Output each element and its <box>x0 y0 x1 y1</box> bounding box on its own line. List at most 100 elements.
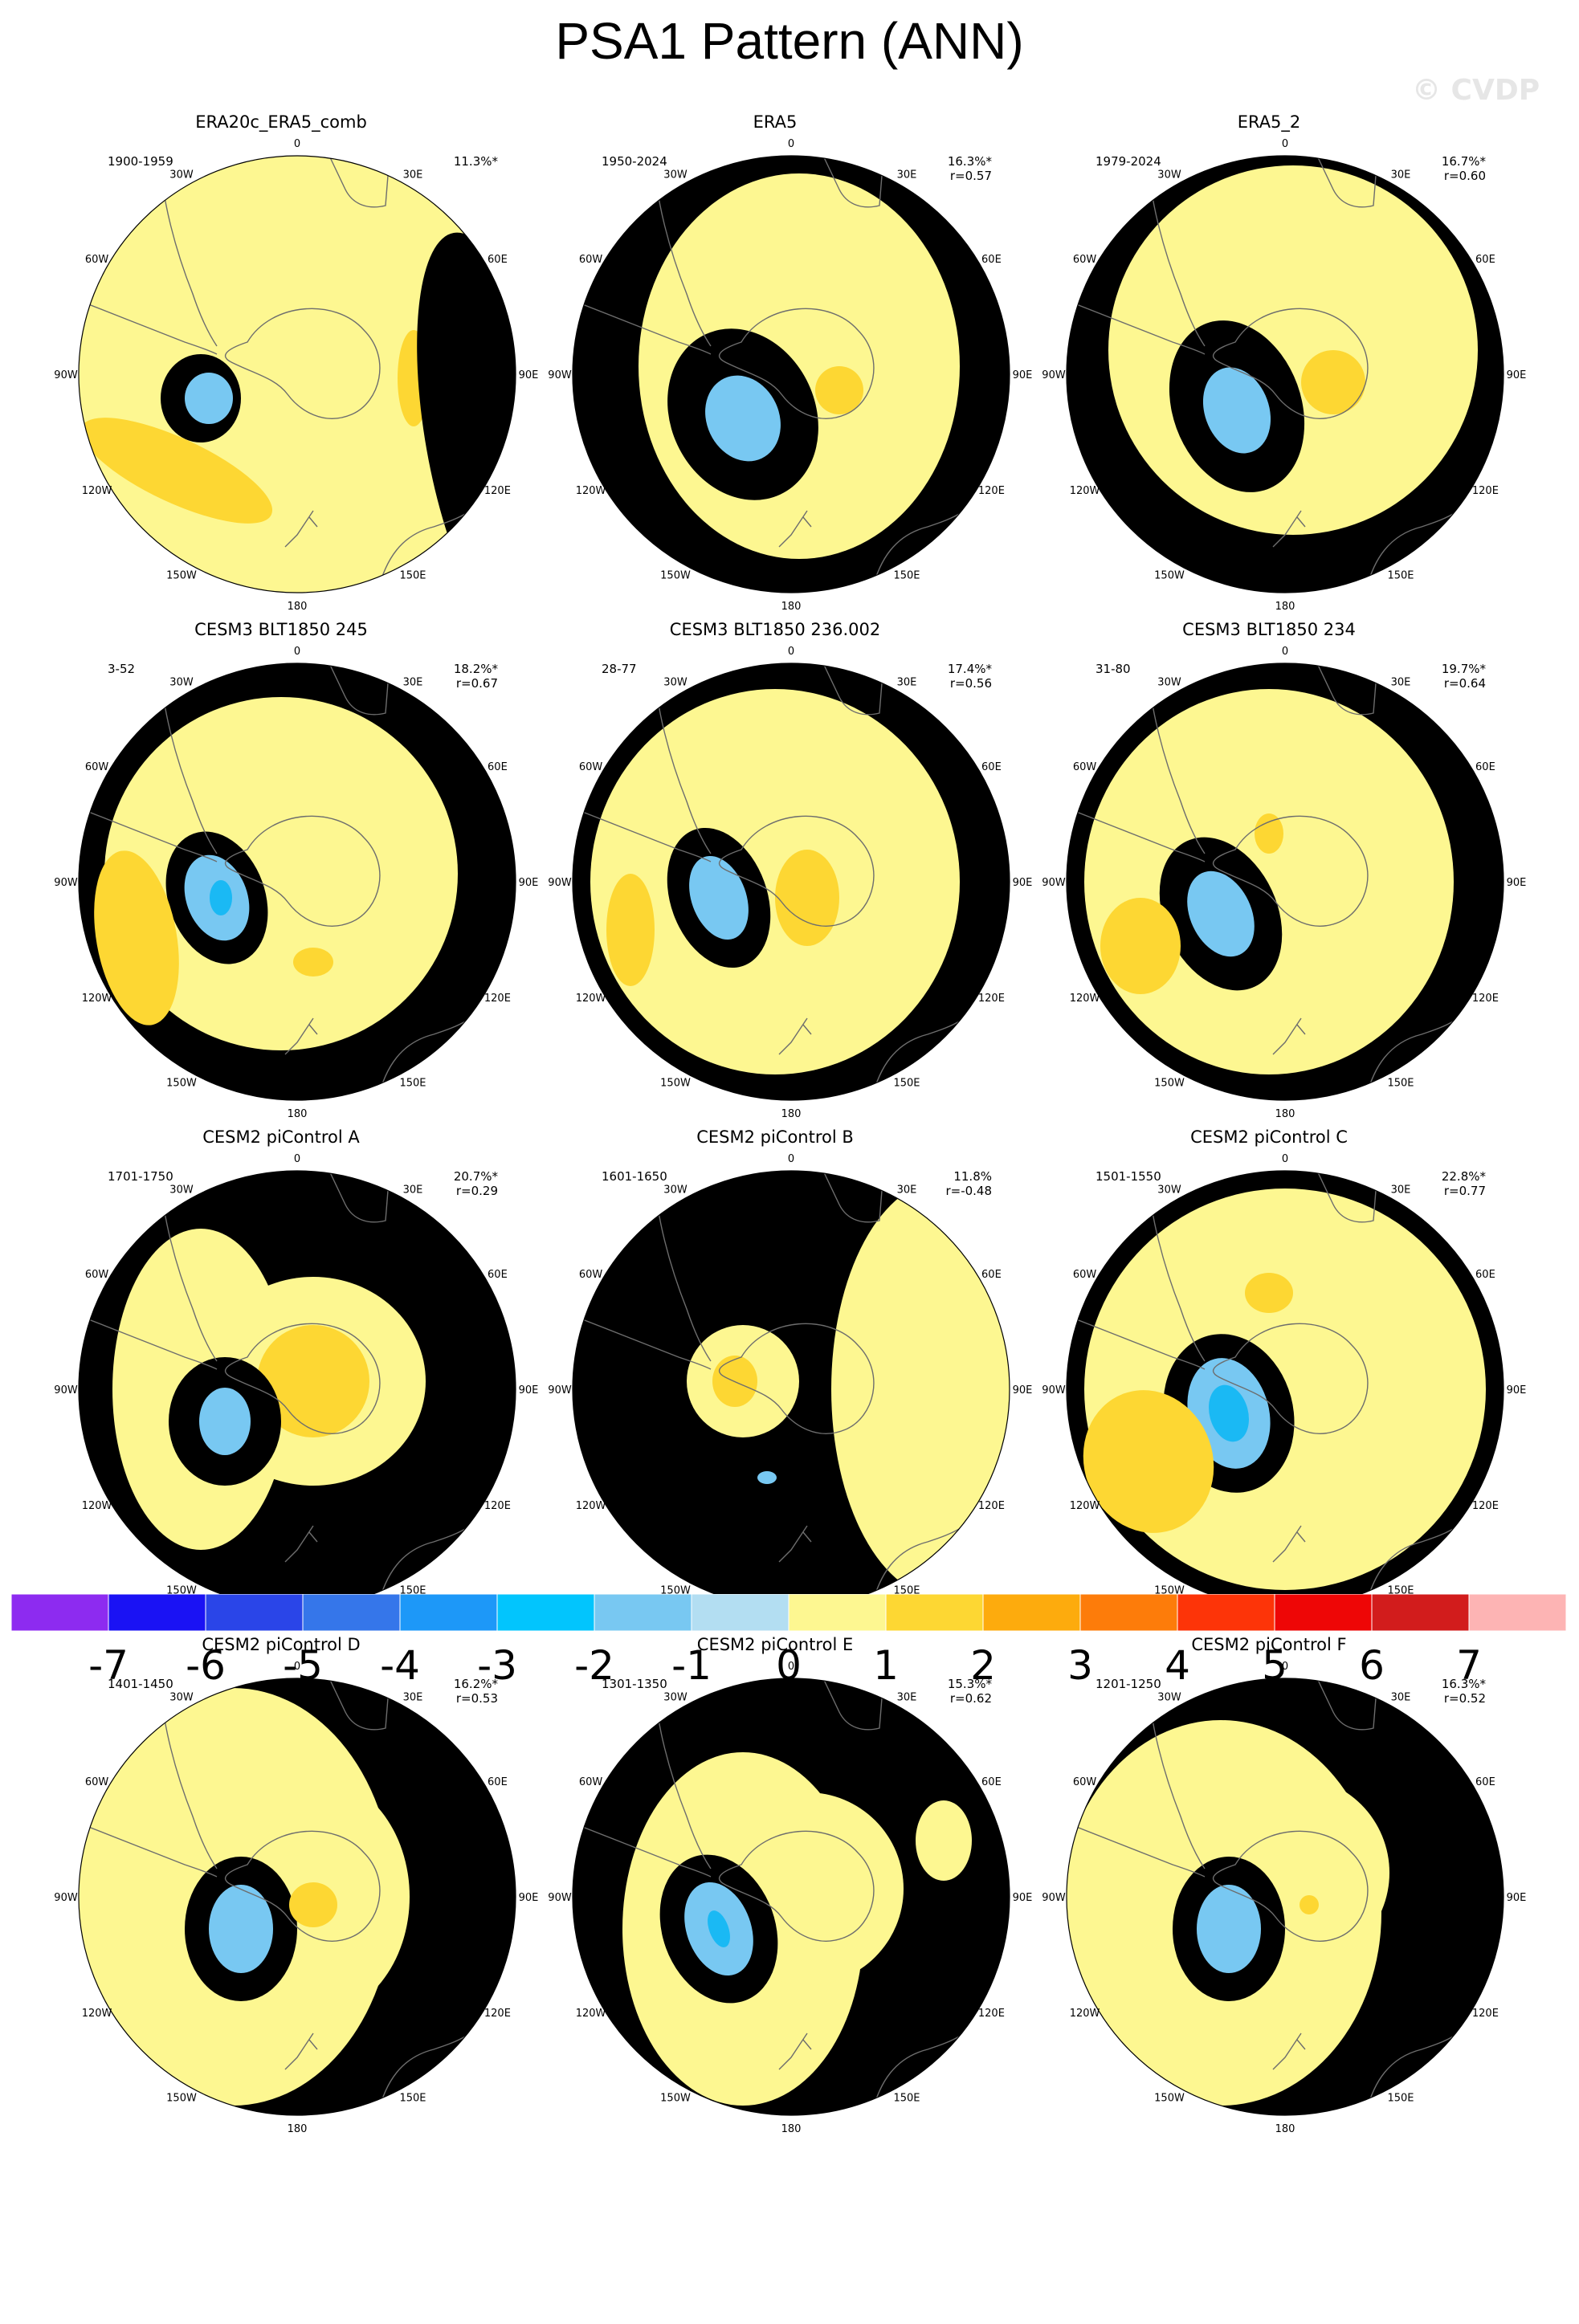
colorbar-tick-label: -2 <box>574 1642 614 1689</box>
colorbar-box <box>302 1594 401 1631</box>
colorbar-box <box>1468 1594 1566 1631</box>
longitude-label: 0 <box>788 646 794 658</box>
longitude-label: 150W <box>166 1077 197 1089</box>
longitude-label: 120E <box>978 993 1005 1005</box>
longitude-label: 30W <box>169 169 194 181</box>
longitude-label: 60E <box>981 761 1002 773</box>
panel-correlation: r=0.52 <box>1443 1691 1486 1706</box>
panel-variance-explained: 16.3%* <box>1441 1677 1486 1691</box>
map-panel: CESM2 piControl E 1301-1350 15.3%* r=0.62 0 3… <box>526 1635 1048 2141</box>
longitude-label: 30W <box>1157 677 1181 689</box>
figure-title: PSA1 Pattern (ANN) <box>555 12 1024 70</box>
longitude-label: 60E <box>1475 1269 1495 1281</box>
longitude-label: 150W <box>1154 2092 1185 2104</box>
longitude-label: 90E <box>1507 1892 1527 1904</box>
panel-variance-explained: 22.8%* <box>1441 1169 1486 1184</box>
panel-title: CESM2 piControl E <box>696 1635 854 1654</box>
longitude-label: 120W <box>576 485 606 497</box>
colorbar-tick-label: 1 <box>873 1642 899 1689</box>
longitude-label: 0 <box>788 1153 794 1165</box>
panel-variance-explained: 20.7%* <box>453 1169 498 1184</box>
panel-period: 28-77 <box>602 662 637 676</box>
colorbar-tick-label: 7 <box>1456 1642 1482 1689</box>
panel-correlation: r=0.56 <box>949 676 992 691</box>
longitude-label: 30E <box>403 677 423 689</box>
longitude-label: 150E <box>1387 2092 1414 2104</box>
longitude-label: 120W <box>576 2008 606 2020</box>
colorbar-box <box>399 1594 498 1631</box>
longitude-label: 180 <box>781 601 802 613</box>
longitude-label: 90E <box>1507 369 1527 381</box>
longitude-label: 30W <box>169 1692 194 1704</box>
longitude-label: 60E <box>1475 1776 1495 1788</box>
panel-period: 1201-1250 <box>1096 1677 1161 1691</box>
panel-title: ERA5 <box>753 112 798 132</box>
panel-period: 1979-2024 <box>1096 154 1161 169</box>
longitude-label: 30W <box>1157 1184 1181 1197</box>
longitude-label: 0 <box>1282 646 1288 658</box>
longitude-label: 120E <box>1472 2008 1499 2020</box>
longitude-label: 60W <box>85 1776 109 1788</box>
longitude-label: 120W <box>1070 993 1100 1005</box>
longitude-label: 30W <box>1157 1692 1181 1704</box>
longitude-label: 150W <box>1154 569 1185 581</box>
longitude-label: 90E <box>1013 1384 1033 1396</box>
longitude-label: 30E <box>403 1184 423 1197</box>
panel-period: 1601-1650 <box>602 1169 667 1184</box>
longitude-label: 0 <box>1282 1661 1288 1673</box>
longitude-label: 30E <box>897 169 917 181</box>
panel-title: CESM3 BLT1850 236.002 <box>669 620 881 639</box>
panel-period: 1401-1450 <box>108 1677 173 1691</box>
longitude-label: 60W <box>85 1269 109 1281</box>
panel-title: CESM2 piControl D <box>202 1635 361 1654</box>
longitude-label: 120W <box>82 993 112 1005</box>
longitude-label: 60W <box>1073 1776 1097 1788</box>
colorbar-box <box>594 1594 692 1631</box>
colorbar-box <box>496 1594 595 1631</box>
longitude-label: 150W <box>166 2092 197 2104</box>
map-panel: CESM3 BLT1850 245 3-52 18.2%* r=0.67 0 30E 60E… <box>32 620 554 1126</box>
longitude-label: 120E <box>484 2008 511 2020</box>
longitude-label: 0 <box>1282 138 1288 150</box>
panel-variance-explained: 19.7%* <box>1441 662 1486 676</box>
longitude-label: 30W <box>663 677 687 689</box>
longitude-label: 180 <box>1275 2123 1295 2135</box>
longitude-label: 120W <box>82 2008 112 2020</box>
longitude-label: 30E <box>1391 677 1411 689</box>
colorbar-tick-label: -7 <box>88 1642 129 1689</box>
longitude-label: 30E <box>403 169 423 181</box>
longitude-label: 90E <box>519 369 539 381</box>
longitude-label: 60W <box>85 761 109 773</box>
longitude-label: 90W <box>548 1384 572 1396</box>
longitude-label: 30E <box>897 1692 917 1704</box>
longitude-label: 150W <box>166 569 197 581</box>
cvdp-watermark: © CVDP <box>1412 74 1540 107</box>
colorbar-units: hPa <box>753 1689 826 1735</box>
colorbar-tick-label: 0 <box>776 1642 802 1689</box>
colorbar-tick-label: 4 <box>1165 1642 1190 1689</box>
panel-title: ERA5_2 <box>1237 112 1301 132</box>
map-panel: ERA20c_ERA5_comb 1900-1959 11.3%* 0 30E 60E 90… <box>32 112 554 618</box>
longitude-label: 60W <box>1073 761 1097 773</box>
longitude-label: 90W <box>1042 877 1066 889</box>
longitude-label: 90W <box>1042 369 1066 381</box>
longitude-label: 150W <box>660 1077 691 1089</box>
longitude-label: 90E <box>1507 1384 1527 1396</box>
longitude-label: 60W <box>579 254 603 266</box>
panel-title: CESM3 BLT1850 234 <box>1182 620 1356 639</box>
longitude-label: 60E <box>1475 254 1495 266</box>
colorbar-box <box>788 1594 887 1631</box>
longitude-label: 120W <box>82 1500 112 1512</box>
longitude-label: 60W <box>85 254 109 266</box>
longitude-label: 180 <box>288 601 308 613</box>
colorbar-tick-label: -3 <box>477 1642 517 1689</box>
longitude-label: 120E <box>1472 1500 1499 1512</box>
colorbar-box <box>1274 1594 1373 1631</box>
map-panel: CESM2 piControl B 1601-1650 11.8% r=-0.48 0 3… <box>526 1127 1048 1633</box>
colorbar-box <box>108 1594 206 1631</box>
